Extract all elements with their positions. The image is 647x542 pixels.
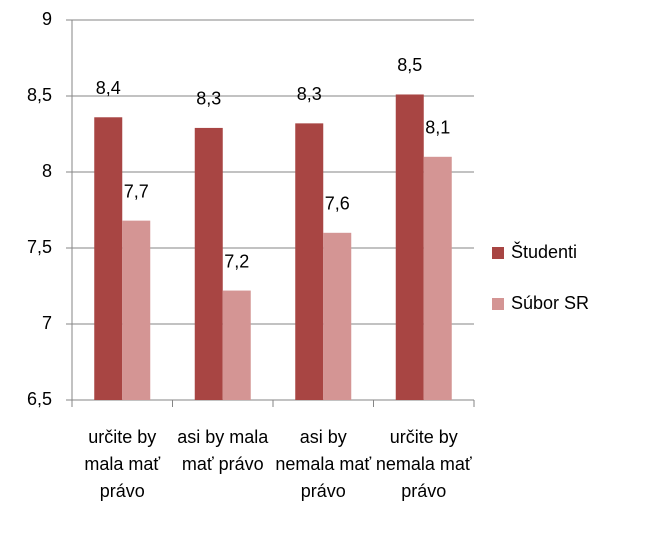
x-tick-label: určite by nemala mať právo	[375, 427, 472, 501]
bar	[395, 94, 424, 400]
y-tick-label: 6,5	[27, 389, 52, 409]
y-tick-label: 7	[42, 313, 52, 333]
value-label: 8,4	[96, 78, 121, 98]
value-label: 7,6	[325, 194, 350, 214]
x-tick-label: určite by mala mať právo	[84, 427, 161, 501]
value-label: 8,5	[397, 55, 422, 75]
bar	[222, 290, 251, 400]
bar	[423, 156, 452, 400]
bar	[323, 232, 352, 400]
value-label: 8,3	[297, 84, 322, 104]
legend-swatch	[492, 298, 504, 310]
legend-label: Študenti	[511, 241, 577, 262]
value-label: 7,7	[124, 181, 149, 201]
y-tick-label: 7,5	[27, 237, 52, 257]
bar	[122, 220, 151, 400]
y-tick-label: 8	[42, 161, 52, 181]
y-tick-label: 9	[42, 9, 52, 29]
legend-label: Súbor SR	[511, 293, 589, 313]
value-label: 7,2	[224, 251, 249, 271]
x-tick-label: asi by mala mať právo	[177, 427, 269, 474]
value-label: 8,3	[196, 89, 221, 109]
legend-swatch	[492, 247, 504, 259]
value-label: 8,1	[425, 118, 450, 138]
bar	[295, 123, 324, 401]
bar	[194, 127, 223, 401]
y-tick-label: 8,5	[27, 85, 52, 105]
bar	[94, 117, 123, 400]
x-tick-label: asi by nemala mať právo	[275, 427, 372, 501]
